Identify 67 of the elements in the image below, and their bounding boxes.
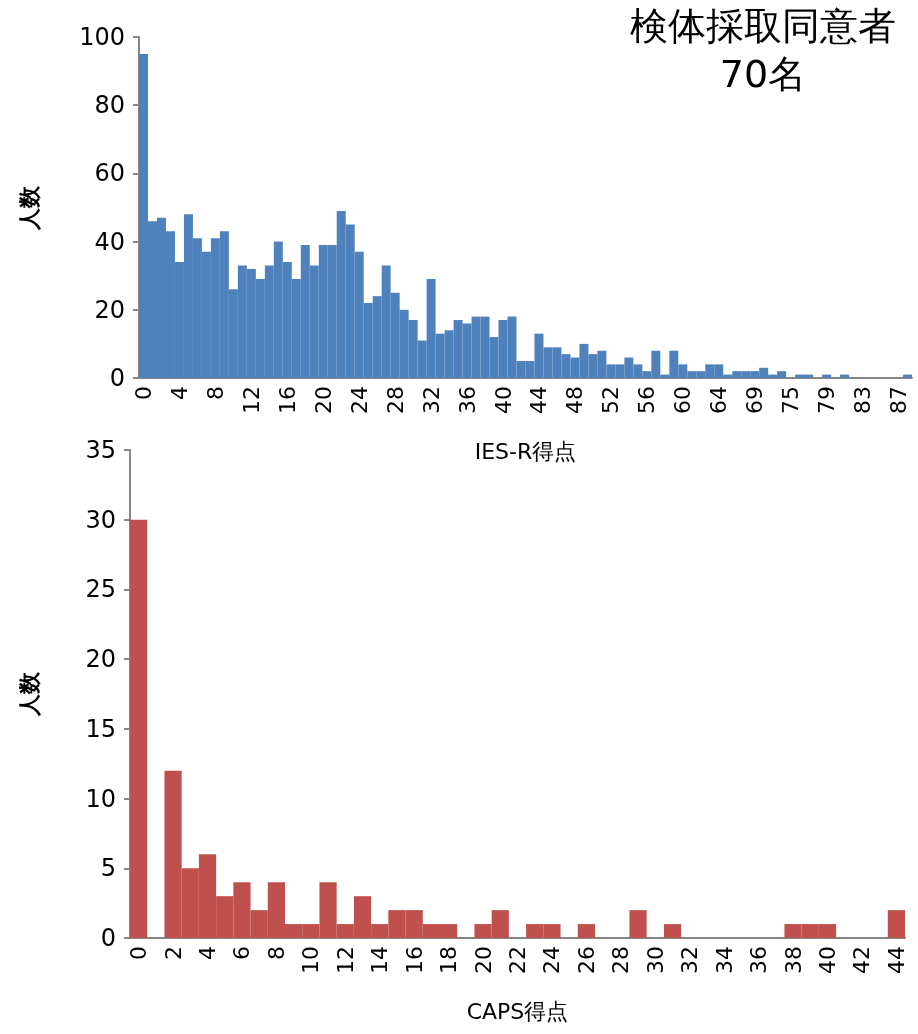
bar: [629, 910, 647, 938]
x-tick-label: 28: [608, 946, 634, 974]
x-tick-label: 16: [401, 946, 427, 974]
y-tick-label: 100: [79, 23, 125, 51]
x-tick-label: 69: [742, 386, 768, 414]
x-tick-label: 24: [539, 946, 565, 974]
bar: [887, 910, 905, 938]
y-tick-label: 20: [94, 295, 125, 324]
x-tick-label: 83: [850, 386, 876, 414]
x-tick-label: 26: [573, 946, 599, 974]
x-tick-label: 79: [814, 386, 840, 414]
bar: [577, 924, 595, 938]
x-tick-label: 60: [670, 386, 696, 414]
x-tick-label: 32: [677, 946, 703, 974]
x-tick-label: 10: [298, 946, 324, 974]
x-tick-label: 42: [849, 946, 875, 974]
x-tick-label: 0: [126, 946, 152, 960]
x-tick-label: 36: [746, 946, 772, 974]
x-tick-label: 36: [454, 386, 480, 414]
x-tick-label: 24: [346, 386, 372, 414]
y-tick-label: 60: [94, 159, 125, 188]
annotation: 検体採取同意者 70名: [630, 4, 896, 96]
x-tick-label: 32: [418, 386, 444, 414]
y-tick-label: 35: [85, 436, 116, 464]
x-axis-title: IES-R得点: [474, 438, 577, 464]
x-tick-label: 40: [490, 386, 516, 414]
y-tick-label: 25: [85, 575, 116, 604]
y-tick-label: 15: [85, 714, 116, 743]
y-tick-label: 20: [85, 645, 116, 674]
x-tick-label: 30: [642, 946, 668, 974]
y-axis-title: 人数: [16, 671, 42, 717]
x-axis-title: CAPS得点: [466, 998, 569, 1024]
x-tick-label: 18: [436, 946, 462, 974]
x-tick-label: 4: [195, 946, 220, 960]
x-tick-label: 44: [526, 386, 552, 414]
x-tick-label: 40: [815, 946, 840, 974]
x-tick-label: 4: [166, 386, 192, 400]
y-axis-title: 人数: [16, 184, 42, 231]
x-tick-label: 48: [562, 386, 588, 414]
x-tick-label: 22: [505, 946, 530, 974]
bar: [130, 519, 148, 938]
x-tick-label: 20: [470, 946, 496, 974]
x-tick-label: 34: [711, 946, 737, 974]
x-tick-label: 12: [238, 386, 264, 414]
x-tick-label: 0: [130, 386, 156, 400]
x-tick-label: 87: [886, 386, 912, 414]
x-tick-label: 44: [883, 946, 909, 974]
x-tick-label: 64: [706, 386, 732, 414]
x-tick-label: 14: [367, 946, 393, 974]
x-tick-label: 28: [382, 386, 408, 414]
x-tick-label: 2: [160, 946, 186, 960]
x-tick-label: 75: [778, 386, 804, 414]
x-tick-label: 12: [332, 946, 358, 974]
x-tick-label: 8: [202, 386, 228, 400]
bar: [663, 924, 682, 938]
x-tick-label: 6: [229, 946, 255, 960]
y-tick-label: 80: [94, 91, 125, 120]
x-tick-label: 38: [780, 946, 806, 974]
y-tick-label: 5: [100, 854, 116, 883]
y-tick-label: 10: [85, 784, 116, 813]
x-tick-label: 16: [274, 386, 300, 414]
x-tick-label: 8: [263, 946, 289, 960]
x-tick-label: 20: [310, 386, 336, 414]
x-tick-label: 56: [634, 386, 660, 414]
x-tick-label: 52: [598, 386, 624, 414]
y-tick-label: 40: [94, 227, 125, 256]
y-tick-label: 30: [85, 505, 116, 534]
